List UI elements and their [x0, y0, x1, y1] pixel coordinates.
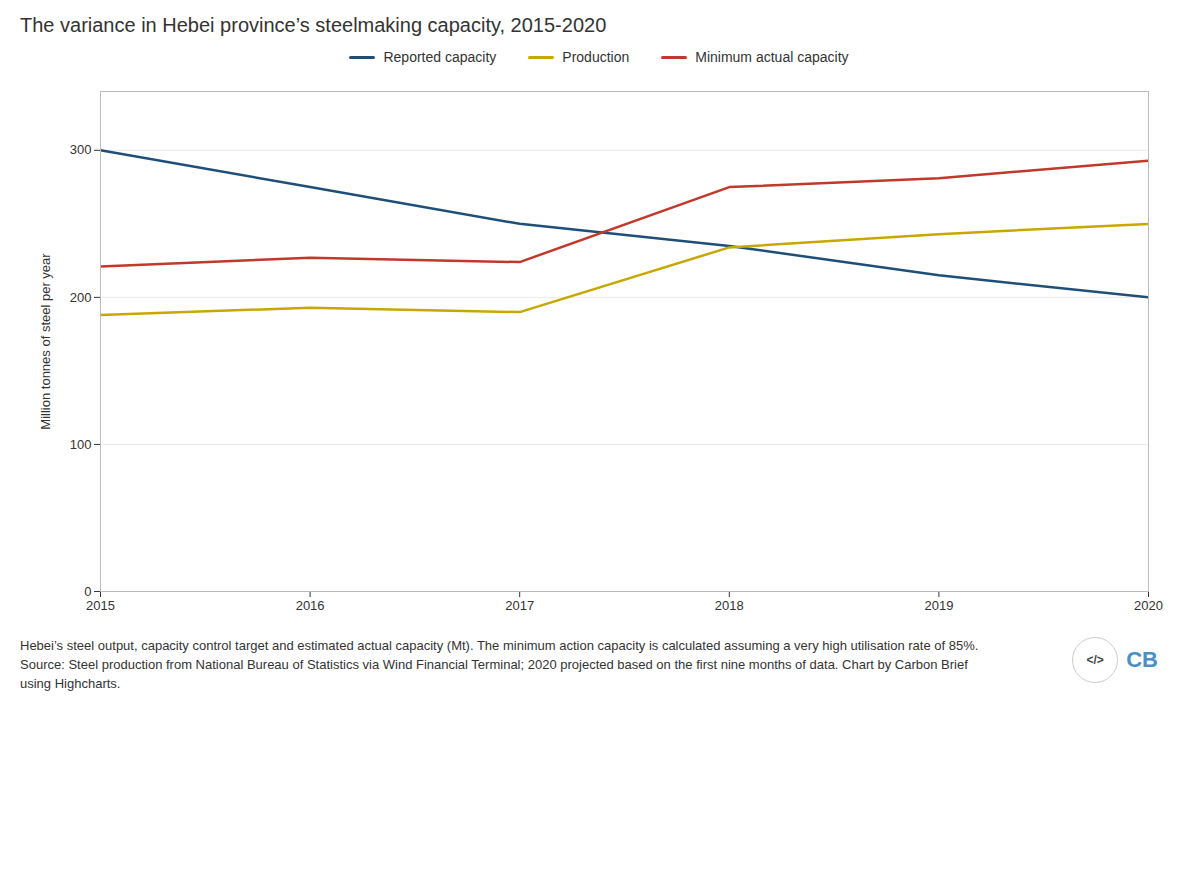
html-text:CB: CB	[1126, 647, 1158, 672]
html-text:Hebei’s steel output, capacity: Hebei’s steel output, capacity control t…	[20, 638, 979, 691]
svg-text:300: 300	[70, 142, 92, 157]
svg-text:200: 200	[70, 290, 92, 305]
svg-text:100: 100	[70, 437, 92, 452]
svg-text:2016: 2016	[296, 598, 325, 613]
svg-text:0: 0	[84, 584, 91, 599]
html-text:The variance in Hebei province: The variance in Hebei province’s steelma…	[20, 14, 607, 36]
svg-text:2019: 2019	[924, 598, 953, 613]
svg-text:2015: 2015	[86, 598, 115, 613]
svg-text:2020: 2020	[1134, 598, 1163, 613]
html-text:Minimum actual capacity: Minimum actual capacity	[695, 49, 849, 65]
svg-text:2018: 2018	[715, 598, 744, 613]
svg-text:2017: 2017	[505, 598, 534, 613]
html-text:Production: Production	[562, 49, 630, 65]
svg-text:Million tonnes of steel per ye: Million tonnes of steel per year	[38, 253, 53, 430]
html-text:Reported capacity: Reported capacity	[383, 49, 497, 65]
